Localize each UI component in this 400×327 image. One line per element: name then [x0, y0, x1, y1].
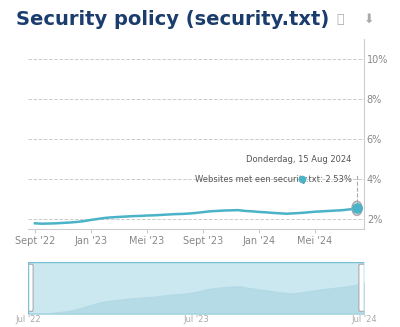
FancyBboxPatch shape — [23, 264, 33, 311]
FancyBboxPatch shape — [359, 264, 369, 311]
Text: ⬇: ⬇ — [364, 13, 374, 26]
Text: Security policy (security.txt): Security policy (security.txt) — [16, 10, 329, 29]
Text: ⓘ: ⓘ — [336, 13, 344, 26]
Point — [354, 206, 360, 211]
Text: Websites met een security.txt: 2.53%: Websites met een security.txt: 2.53% — [194, 175, 351, 184]
Point — [298, 177, 305, 182]
Text: Donderdag, 15 Aug 2024: Donderdag, 15 Aug 2024 — [246, 155, 351, 164]
